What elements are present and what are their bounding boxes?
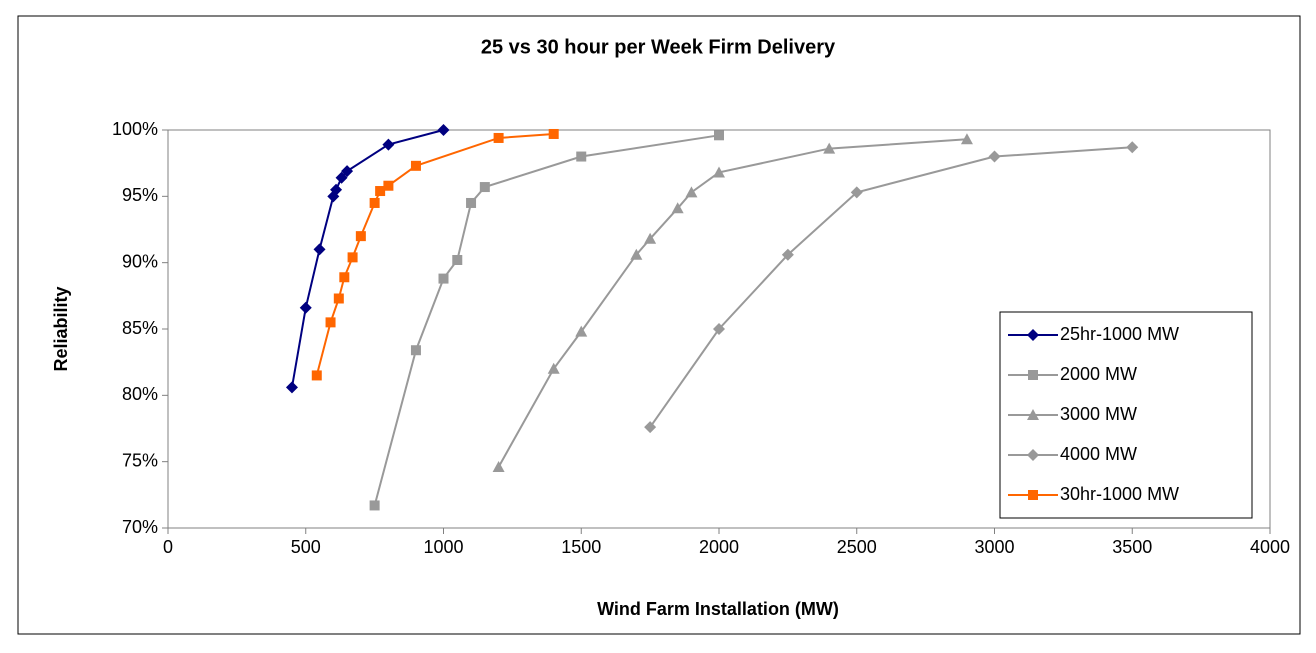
marker (713, 323, 725, 335)
x-tick-label: 500 (291, 537, 321, 557)
marker (1027, 449, 1039, 461)
marker (644, 421, 657, 434)
x-tick-label: 3500 (1112, 537, 1152, 557)
marker (325, 317, 336, 328)
marker (713, 166, 725, 178)
legend-label: 2000 MW (1060, 364, 1137, 384)
series-line (649, 146, 1133, 428)
marker (988, 150, 1001, 163)
marker (644, 232, 657, 244)
series-line (497, 138, 968, 468)
marker (1027, 409, 1039, 420)
y-axis-label: Reliability (51, 286, 71, 371)
marker (466, 197, 477, 208)
marker (1028, 490, 1038, 500)
x-tick-label: 3000 (974, 537, 1014, 557)
marker (335, 171, 348, 184)
marker (452, 255, 463, 266)
marker (383, 180, 394, 191)
y-tick-label: 90% (122, 251, 158, 271)
marker (339, 272, 350, 283)
legend-label: 25hr-1000 MW (1060, 324, 1179, 344)
x-tick-label: 2500 (837, 537, 877, 557)
marker (313, 243, 326, 256)
marker (781, 248, 794, 261)
x-axis-label: Wind Farm Installation (MW) (597, 599, 839, 619)
marker (375, 186, 386, 197)
marker (823, 142, 836, 154)
y-tick-label: 85% (122, 318, 158, 338)
marker (492, 460, 505, 472)
series-line (373, 134, 720, 506)
y-tick-label: 80% (122, 384, 158, 404)
legend-label: 4000 MW (1060, 444, 1137, 464)
marker (714, 130, 724, 141)
marker (299, 301, 312, 314)
marker (355, 231, 366, 242)
marker (311, 370, 322, 381)
marker (960, 133, 973, 145)
x-tick-label: 1500 (561, 537, 601, 557)
marker (437, 124, 450, 136)
marker (341, 165, 354, 178)
marker (493, 132, 504, 143)
chart-title: 25 vs 30 hour per Week Firm Delivery (481, 36, 836, 58)
x-tick-label: 0 (163, 537, 173, 557)
marker (685, 186, 698, 198)
marker (369, 500, 380, 511)
marker (479, 182, 490, 193)
marker (671, 202, 684, 214)
marker (576, 151, 587, 162)
marker (548, 128, 559, 139)
marker (330, 183, 343, 196)
legend-label: 3000 MW (1060, 404, 1137, 424)
x-tick-label: 4000 (1250, 537, 1290, 557)
marker (1028, 370, 1038, 380)
marker (1027, 329, 1039, 341)
y-tick-label: 95% (122, 185, 158, 205)
marker (575, 325, 588, 337)
marker (850, 186, 863, 199)
marker (438, 273, 449, 284)
marker (285, 381, 298, 394)
marker (333, 293, 344, 304)
marker (1126, 141, 1139, 154)
marker (410, 160, 421, 171)
marker (547, 362, 560, 374)
marker (382, 138, 395, 151)
y-tick-label: 70% (122, 517, 158, 537)
y-tick-label: 75% (122, 450, 158, 470)
y-tick-label: 100% (112, 119, 158, 139)
marker (369, 197, 380, 208)
marker (410, 345, 421, 356)
marker (347, 252, 358, 263)
x-tick-label: 2000 (699, 537, 739, 557)
x-tick-label: 1000 (423, 537, 463, 557)
marker (630, 248, 643, 260)
legend-label: 30hr-1000 MW (1060, 484, 1179, 504)
